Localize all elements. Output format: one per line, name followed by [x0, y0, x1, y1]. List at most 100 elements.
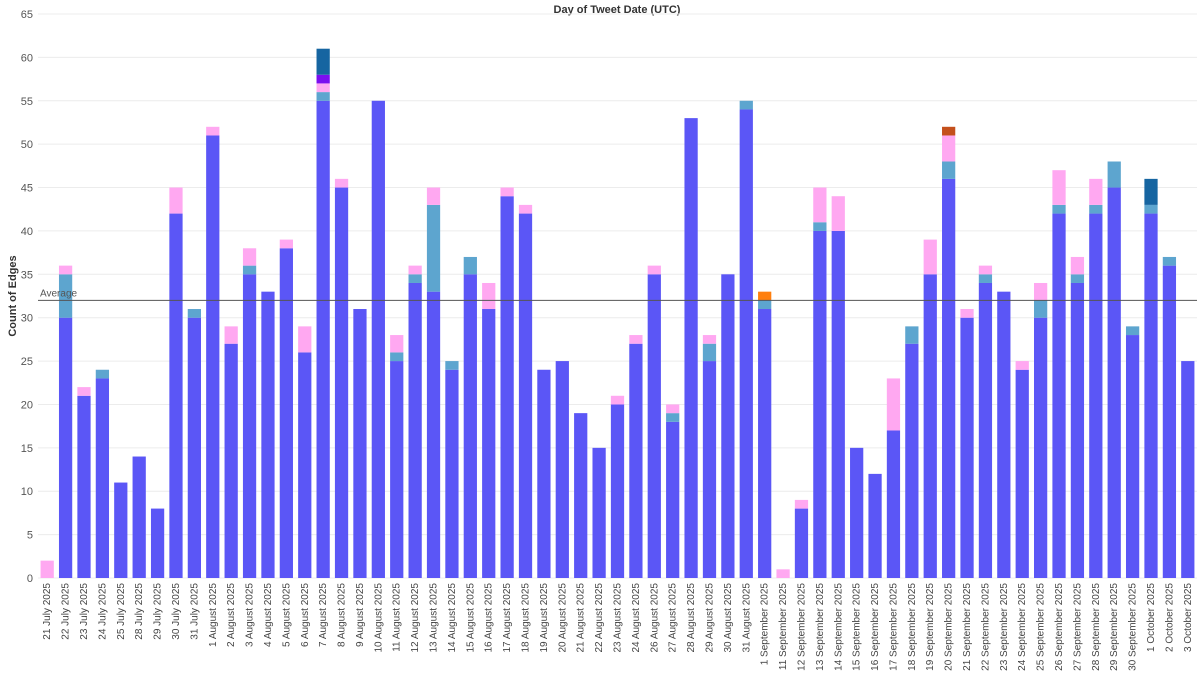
x-tick-label: 29 August 2025: [704, 583, 715, 653]
x-tick-label: 8 August 2025: [337, 583, 348, 647]
bar-segment-pink: [776, 569, 790, 578]
bar-segment-pink: [960, 309, 974, 318]
bar-segment-pink: [482, 282, 496, 310]
bar-segment-pink: [169, 187, 183, 214]
bar-segment-blue: [1034, 317, 1048, 578]
bar-segment-blue: [905, 343, 919, 578]
bar-segment-pink: [500, 187, 514, 197]
y-tick-label: 45: [21, 183, 33, 195]
bar-segment-teal: [426, 204, 441, 292]
x-tick-label: 12 September 2025: [796, 583, 807, 671]
bar-segment-blue: [206, 135, 220, 578]
bar-segment-blue: [463, 274, 477, 578]
bar-segment-pink: [518, 204, 533, 214]
x-tick-label: 19 September 2025: [925, 583, 936, 671]
bar-segment-blue: [1181, 361, 1195, 578]
bar-segment-blue: [537, 369, 551, 578]
y-tick-label: 65: [21, 9, 33, 21]
bar-segment-teal: [702, 343, 717, 362]
x-tick-label: 2 August 2025: [226, 583, 237, 647]
x-tick-label: 5 August 2025: [281, 583, 292, 647]
bar-segment-teal: [95, 369, 110, 379]
x-tick-label: 28 August 2025: [686, 583, 697, 653]
bar-segment-blue: [169, 213, 183, 579]
bar-segment-pink: [206, 126, 220, 136]
bar-segment-blue: [132, 456, 146, 578]
bar-segment-teal: [739, 100, 753, 110]
bar-segment-dark-blue: [1144, 178, 1158, 205]
bar-segment-blue: [666, 421, 680, 578]
bar-segment-pink: [77, 387, 91, 396]
bar-segment-blue: [1015, 369, 1029, 578]
bar-segment-blue: [574, 413, 588, 578]
x-tick-label: 10 August 2025: [373, 583, 384, 653]
x-tick-label: 31 July 2025: [189, 583, 200, 640]
bar-segment-blue: [298, 352, 312, 578]
x-tick-label: 24 July 2025: [97, 583, 108, 640]
x-tick-label: 15 September 2025: [852, 583, 863, 671]
y-tick-label: 35: [21, 269, 33, 281]
x-tick-label: 22 July 2025: [61, 583, 72, 640]
y-tick-label: 40: [21, 226, 33, 238]
x-tick-label: 17 September 2025: [888, 583, 899, 671]
x-tick-label: 14 September 2025: [833, 583, 844, 671]
bar-segment-pink: [794, 499, 809, 509]
x-tick-label: 27 August 2025: [668, 583, 679, 653]
bar-segment-orange: [758, 291, 772, 301]
bar-segment-teal: [463, 256, 477, 275]
x-tick-label: 17 August 2025: [502, 583, 513, 653]
x-tick-label: 1 September 2025: [760, 583, 771, 666]
bar-segment-pink: [942, 135, 956, 162]
y-tick-label: 0: [27, 573, 33, 585]
y-tick-label: 25: [21, 356, 33, 368]
x-tick-label: 27 September 2025: [1072, 583, 1083, 671]
bar-segment-blue: [518, 213, 533, 579]
x-tick-label: 13 September 2025: [815, 583, 826, 671]
bar-segment-pink: [1052, 170, 1066, 205]
bar-segment-teal: [1125, 326, 1140, 336]
bar-segment-blue: [739, 109, 753, 578]
x-tick-label: 24 August 2025: [631, 583, 642, 653]
y-tick-label: 30: [21, 313, 33, 325]
x-tick-label: 21 August 2025: [576, 583, 587, 653]
x-tick-label: 16 August 2025: [484, 583, 495, 653]
bar-segment-pink: [426, 187, 441, 205]
bar-segment-blue: [1052, 213, 1066, 579]
x-axis-labels: 21 July 2025 22 July 2025 23 July 2025 24 J…: [42, 583, 1194, 671]
x-tick-label: 13 August 2025: [429, 583, 440, 653]
bar-segment-teal: [758, 300, 772, 310]
bar-segment-teal: [1070, 274, 1085, 283]
bar-segment-blue: [831, 230, 845, 578]
x-tick-label: 22 September 2025: [980, 583, 991, 671]
bar-segment-blue: [555, 361, 569, 578]
bar-segment-teal: [445, 361, 459, 370]
bar-segment-blue: [758, 309, 772, 578]
x-tick-label: 1 October 2025: [1146, 583, 1157, 652]
bar-segment-pink: [408, 265, 422, 275]
y-tick-label: 5: [27, 530, 33, 542]
bar-segment-pink: [224, 326, 238, 344]
bar-segment-blue: [316, 100, 330, 579]
y-axis-ticks: 0 5 10 15 20 25 30 35 40 45 50 55 60 65: [21, 9, 33, 585]
bar-segment-blue: [1144, 213, 1158, 579]
bar-segment-pink: [58, 265, 73, 275]
x-tick-label: 12 August 2025: [410, 583, 421, 653]
x-tick-label: 28 July 2025: [134, 583, 145, 640]
bar-segment-teal: [942, 161, 956, 179]
x-tick-label: 26 September 2025: [1054, 583, 1065, 671]
x-tick-label: 19 August 2025: [539, 583, 550, 653]
x-tick-label: 21 July 2025: [42, 583, 53, 640]
bar-segment-blue: [850, 447, 864, 578]
bar-segment-blue: [629, 343, 643, 578]
x-tick-label: 24 September 2025: [1017, 583, 1028, 671]
x-tick-label: 25 July 2025: [116, 583, 127, 640]
bar-segment-blue: [794, 508, 809, 578]
bar-segment-teal: [408, 274, 422, 283]
x-tick-label: 23 August 2025: [613, 583, 624, 653]
x-tick-label: 3 October 2025: [1183, 583, 1194, 652]
bar-segment-teal: [390, 352, 404, 362]
bar-segment-blue: [500, 196, 514, 578]
x-tick-label: 15 August 2025: [465, 583, 476, 653]
bar-segment-pink: [813, 187, 827, 223]
bar-segment-pink: [610, 395, 625, 405]
